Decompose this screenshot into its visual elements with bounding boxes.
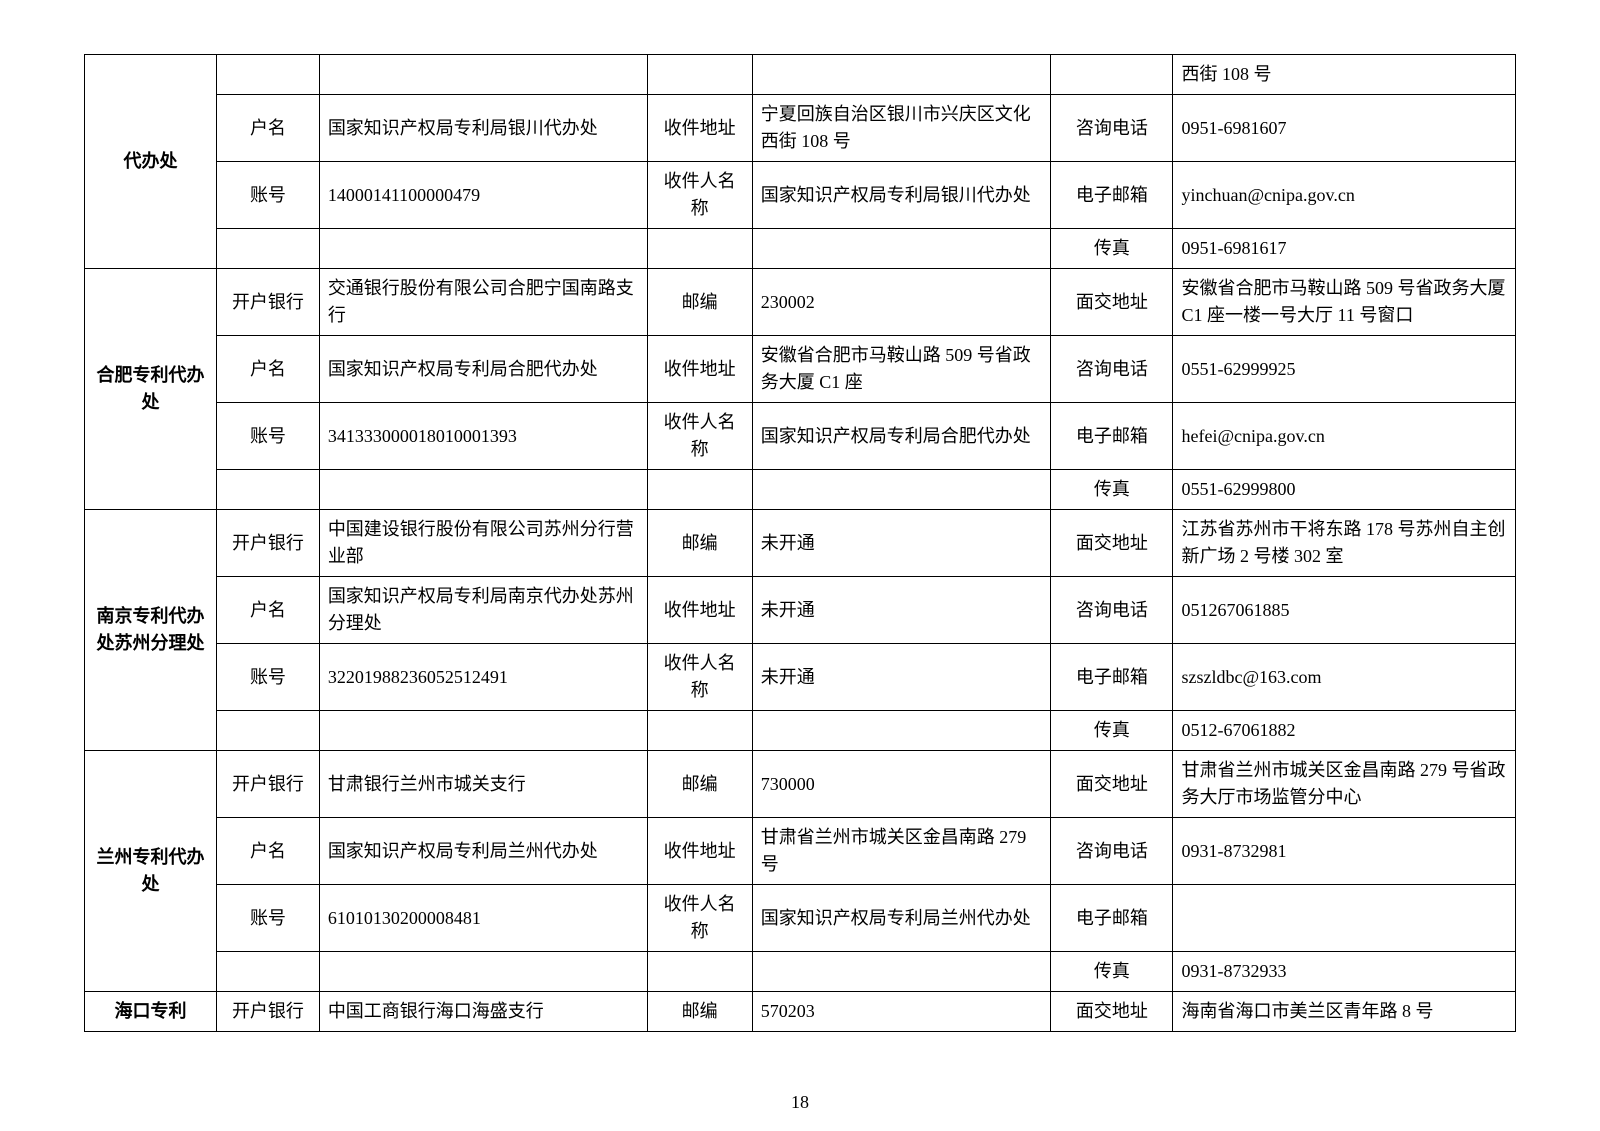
table-row: 传真 0512-67061882: [85, 711, 1516, 751]
table-row: 传真 0951-6981617: [85, 229, 1516, 269]
table-row: 账号 61010130200008481 收件人名称 国家知识产权局专利局兰州代…: [85, 885, 1516, 952]
table-row: 户名 国家知识产权局专利局合肥代办处 收件地址 安徽省合肥市马鞍山路 509 号…: [85, 336, 1516, 403]
table-row: 户名 国家知识产权局专利局银川代办处 收件地址 宁夏回族自治区银川市兴庆区文化西…: [85, 95, 1516, 162]
table-row: 海口专利 开户银行 中国工商银行海口海盛支行 邮编 570203 面交地址 海南…: [85, 992, 1516, 1032]
office-name: 兰州专利代办处: [85, 751, 217, 992]
table-row: 传真 0931-8732933: [85, 952, 1516, 992]
office-name: 南京专利代办处苏州分理处: [85, 510, 217, 751]
table-row: 户名 国家知识产权局专利局南京代办处苏州分理处 收件地址 未开通 咨询电话 05…: [85, 577, 1516, 644]
table-row: 传真 0551-62999800: [85, 470, 1516, 510]
table-row: 账号 14000141100000479 收件人名称 国家知识产权局专利局银川代…: [85, 162, 1516, 229]
table-row: 南京专利代办处苏州分理处 开户银行 中国建设银行股份有限公司苏州分行营业部 邮编…: [85, 510, 1516, 577]
page-number: 18: [0, 1092, 1600, 1113]
office-name: 合肥专利代办处: [85, 269, 217, 510]
office-name: 海口专利: [85, 992, 217, 1032]
table-row: 账号 32201988236052512491 收件人名称 未开通 电子邮箱 s…: [85, 644, 1516, 711]
table-row: 兰州专利代办处 开户银行 甘肃银行兰州市城关支行 邮编 730000 面交地址 …: [85, 751, 1516, 818]
table-row: 户名 国家知识产权局专利局兰州代办处 收件地址 甘肃省兰州市城关区金昌南路 27…: [85, 818, 1516, 885]
table-row: 账号 341333000018010001393 收件人名称 国家知识产权局专利…: [85, 403, 1516, 470]
office-name: 代办处: [85, 55, 217, 269]
agency-table: 代办处 西街 108 号 户名 国家知识产权局专利局银川代办处 收件地址 宁夏回…: [84, 54, 1516, 1032]
table-row: 代办处 西街 108 号: [85, 55, 1516, 95]
cell: 西街 108 号: [1173, 55, 1516, 95]
table-row: 合肥专利代办处 开户银行 交通银行股份有限公司合肥宁国南路支行 邮编 23000…: [85, 269, 1516, 336]
